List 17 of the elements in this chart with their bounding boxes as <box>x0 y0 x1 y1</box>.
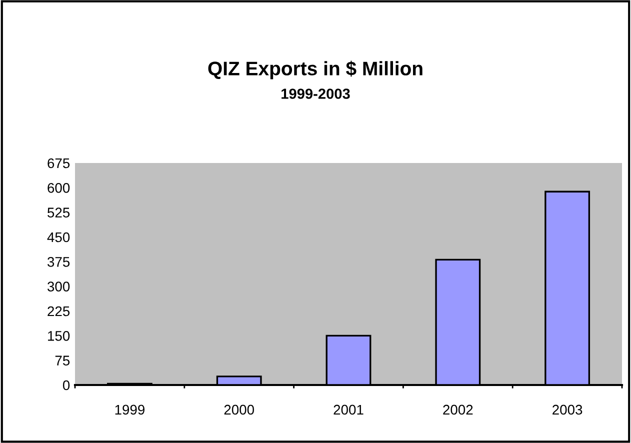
x-tick-label: 2001 <box>334 404 364 415</box>
y-tick-label: 600 <box>48 183 70 193</box>
y-tick-label: 225 <box>48 306 70 316</box>
y-tick-label: 675 <box>48 158 70 168</box>
x-tick-label: 2003 <box>552 404 582 415</box>
y-tick-label: 525 <box>48 208 70 218</box>
x-tick-label: 2002 <box>443 404 473 415</box>
y-tick-label: 0 <box>62 380 70 390</box>
x-tick-label: 2000 <box>224 404 254 415</box>
y-tick-label: 450 <box>47 232 70 242</box>
chart-title: QIZ Exports in $ Million <box>208 60 422 80</box>
y-tick-label: 375 <box>48 257 70 267</box>
chart-subtitle: 1999-2003 <box>282 88 350 99</box>
y-tick-label: 300 <box>48 282 70 292</box>
x-tick-label: 1999 <box>115 404 144 415</box>
y-tick-label: 150 <box>48 331 70 341</box>
y-tick-label: 75 <box>55 356 70 366</box>
